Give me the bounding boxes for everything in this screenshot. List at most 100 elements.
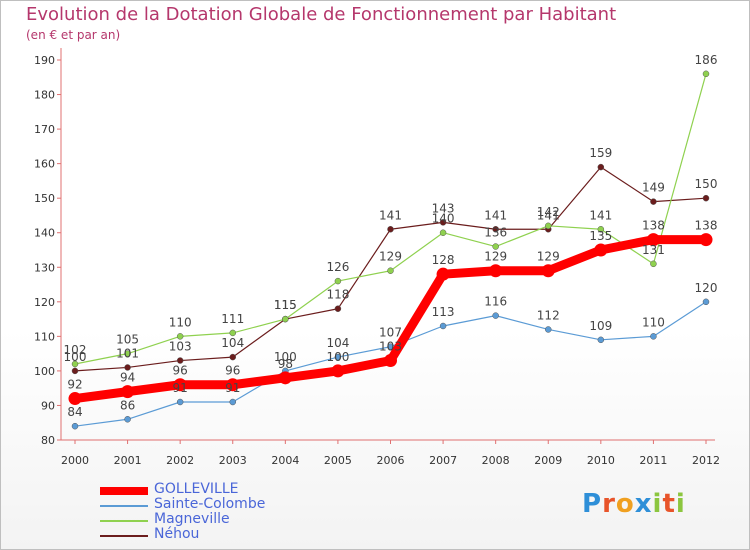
data-point [334,353,342,361]
y-tick-label: 130 [34,261,55,274]
x-tick-label: 2012 [692,454,720,467]
y-tick-label: 180 [34,89,55,102]
data-label: 104 [326,336,349,350]
legend-swatch [100,487,148,495]
data-point [176,398,184,406]
data-point [229,329,236,337]
legend-item: Magneville [100,511,320,529]
data-point [545,326,552,333]
data-label: 112 [537,308,560,322]
y-tick-label: 80 [41,434,55,447]
data-label: 115 [274,298,297,312]
legend-swatch [100,520,148,522]
data-point [334,277,342,285]
x-tick-label: 2008 [482,454,510,467]
x-tick-label: 2007 [429,454,457,467]
data-label: 141 [589,208,612,222]
legend-item: Néhou [100,526,320,544]
logo-letter: i [675,489,686,519]
data-point [334,305,342,312]
data-point [229,398,236,406]
data-point [699,233,713,247]
data-point [492,226,499,233]
y-tick-label: 140 [34,227,55,240]
legend-label: Magneville [154,511,230,527]
data-point [71,367,79,375]
data-point [594,243,608,257]
data-point [121,385,135,399]
data-label: 128 [432,253,455,267]
data-label: 143 [432,201,455,215]
data-label: 120 [695,281,718,295]
data-point [439,229,447,236]
data-label: 129 [484,250,507,264]
x-tick-label: 2004 [271,454,299,467]
data-label: 150 [695,177,718,191]
x-tick-label: 2009 [534,454,562,467]
x-tick-label: 2003 [219,454,247,467]
data-label: 109 [589,319,612,333]
data-point [489,264,503,278]
proxiti-logo: Proxiti [582,489,686,519]
data-label: 102 [64,343,87,357]
legend-swatch [100,535,148,537]
data-point [71,360,79,368]
y-tick-label: 120 [34,296,55,309]
data-point [384,354,397,368]
data-label: 110 [642,315,665,329]
x-tick-label: 2001 [114,454,142,467]
data-point [331,364,345,378]
data-label: 98 [278,357,293,371]
y-tick-label: 110 [34,330,55,343]
data-point [124,416,131,423]
data-point [387,343,394,350]
data-label: 141 [379,208,402,222]
data-label: 149 [642,181,665,195]
data-point [387,226,394,233]
data-label: 115 [274,298,297,312]
data-label: 126 [326,260,349,274]
data-label: 136 [484,226,507,240]
data-point [439,219,447,226]
x-tick-label: 2000 [61,454,89,467]
data-label: 91 [173,381,188,395]
logo-letter: o [615,489,635,519]
data-point [387,267,394,274]
data-label: 138 [642,219,665,233]
data-label: 94 [120,371,135,385]
logo-letter: r [602,489,616,519]
data-label: 96 [225,364,240,378]
data-label: 186 [695,53,718,67]
line-chart: 80 90 100 110 120 130 140 150 160 170 180 190 2000 20… [34,48,720,467]
legend-label: GOLLEVILLE [154,481,239,497]
data-label: 131 [642,243,665,257]
y-tick-label: 90 [41,399,55,412]
legend-label: Néhou [154,526,200,542]
data-point [492,243,499,250]
data-label: 110 [169,315,192,329]
data-label: 84 [67,405,82,419]
data-label: 135 [589,229,612,243]
data-label: 96 [173,364,188,378]
y-tick-label: 100 [34,365,55,378]
legend-item: GOLLEVILLE [100,481,320,499]
data-point [597,336,605,344]
x-tick-label: 2002 [166,454,194,467]
data-point [282,315,289,323]
data-point [650,260,657,268]
data-point [597,226,605,233]
data-label: 100 [274,350,297,364]
logo-letter: x [634,489,653,519]
logo-letter: t [662,489,676,519]
x-tick-label: 2010 [587,454,615,467]
data-label: 100 [64,350,87,364]
data-point [541,264,555,278]
data-point [124,350,131,357]
data-label: 103 [169,340,192,354]
data-point [226,378,240,392]
data-point [71,422,79,430]
data-point [68,392,82,406]
data-label: 116 [484,295,507,309]
data-label: 100 [326,350,349,364]
data-point [492,312,499,319]
